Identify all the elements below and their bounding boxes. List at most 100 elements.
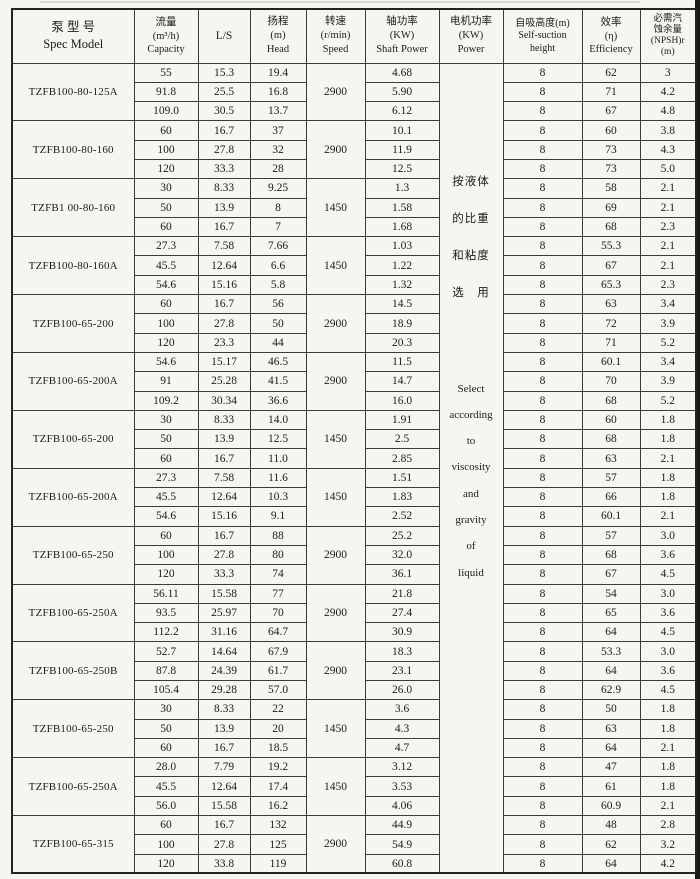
shaft-power-cell: 1.51 [364,467,440,489]
shaft-power-cell: 18.9 [364,313,440,334]
table-row: 100 27.8 50 18.9 8 72 3.9 [12,313,697,334]
head-cell: 44 [249,332,307,353]
efficiency-cell: 57 [581,525,641,546]
table-row: TZFB100-80-160 60 16.7 37 2900 10.1 8 60 3.8 [11,120,697,180]
npsh-cell: 1.8 [639,757,697,778]
suction-height-cell: 8 [502,197,583,218]
efficiency-cell: 62 [581,62,641,83]
table-row: TZFB100-65-250 60 16.7 88 2900 25.2 8 57 3.0 [11,525,697,585]
table-row: TZFB1 00-80-160 30 8.33 9.25 1450 1.3 8 58 2.1 [11,178,697,238]
speed-cell: 1450 [305,409,366,469]
shaft-power-cell: 60.8 [364,853,440,874]
table-row: TZFB100-65-250A 28.0 7.79 19.2 1450 3.12 8 47 1.… [11,757,697,817]
shaft-power-cell: 27.4 [364,602,440,624]
npsh-cell: 2.1 [639,255,697,276]
head-cell: 80 [249,544,307,566]
suction-height-cell: 8 [502,313,583,334]
suction-height-cell: 8 [502,815,583,836]
npsh-cell: 4.2 [639,81,697,103]
header-label: 必需汽 蚀余量 (NPSH)r (m) [650,14,685,58]
model-cell: TZFB100-65-200A [11,467,135,527]
speed-cell: 2900 [305,351,366,411]
head-cell: 77 [249,583,307,604]
capacity-cell: 60 [133,525,199,546]
head-cell: 56 [249,294,307,315]
ls-cell: 27.8 [197,834,251,855]
shaft-power-cell: 14.5 [364,294,440,315]
suction-height-cell: 8 [502,139,583,160]
power-note-english: Select according to viscosity and gravit… [449,382,493,579]
shaft-power-cell: 6.12 [364,101,440,122]
speed-cell: 2900 [305,62,366,122]
table-row: 50 13.9 20 4.3 8 63 1.8 [12,718,697,739]
table-row: TZFB100-65-250 30 8.33 22 1450 3.6 8 50 1.8 [11,699,697,759]
efficiency-cell: 64 [581,737,641,759]
efficiency-cell: 50 [581,699,641,720]
npsh-cell: 4.8 [639,101,697,122]
efficiency-cell: 67 [581,564,641,585]
efficiency-cell: 66 [581,487,641,508]
capacity-cell: 87.8 [133,660,199,682]
efficiency-cell: 62 [581,834,641,855]
speed-cell: 1450 [305,236,366,296]
head-cell: 17.4 [249,776,307,797]
table-row: 60 16.7 18.5 4.7 8 64 2.1 [12,737,697,759]
efficiency-cell: 73 [581,158,641,180]
table-row: TZFB100-65-315 60 16.7 132 2900 44.9 8 48 2.8 [11,815,697,874]
efficiency-cell: 71 [581,332,641,353]
header-label: 泵 型 号 Spec Model [43,20,104,52]
ls-cell: 7.58 [197,467,251,489]
capacity-cell: 56.0 [133,795,199,817]
ls-cell: 31.16 [197,622,251,643]
capacity-cell: 55 [133,62,199,83]
header-speed: 转速 (r/min) Speed [305,8,366,64]
suction-height-cell: 8 [502,255,583,276]
suction-height-cell: 8 [502,448,583,469]
efficiency-cell: 71 [581,81,641,103]
efficiency-cell: 63 [581,448,641,469]
shaft-power-cell: 12.5 [364,158,440,180]
head-cell: 74 [249,564,307,585]
npsh-cell: 3.9 [639,371,697,392]
ls-cell: 14.64 [197,641,251,662]
shaft-power-cell: 1.68 [364,216,440,238]
header-label: 效率 (η) Efficiency [589,17,633,55]
capacity-cell: 100 [133,834,199,855]
ls-cell: 8.33 [197,409,251,431]
capacity-cell: 109.0 [133,101,199,122]
npsh-cell: 3.0 [639,641,697,662]
ls-cell: 16.7 [197,815,251,836]
npsh-cell: 2.1 [639,178,697,199]
head-cell: 36.6 [249,390,307,411]
suction-height-cell: 8 [502,120,583,141]
suction-height-cell: 8 [502,699,583,720]
ls-cell: 25.28 [197,371,251,392]
table-row: 109.0 30.5 13.7 6.12 8 67 4.8 [12,101,697,122]
shaft-power-cell: 2.52 [364,506,440,527]
shaft-power-cell: 25.2 [364,525,440,546]
head-cell: 7 [249,216,307,238]
suction-height-cell: 8 [502,274,583,296]
suction-height-cell: 8 [502,216,583,238]
npsh-cell: 1.8 [639,776,697,797]
header-head: 扬程 (m) Head [249,8,307,64]
head-cell: 50 [249,313,307,334]
table-row: 93.5 25.97 70 27.4 8 65 3.6 [12,602,697,624]
shaft-power-cell: 3.6 [364,699,440,720]
efficiency-cell: 68 [581,544,641,566]
ls-cell: 7.79 [197,757,251,778]
efficiency-cell: 55.3 [581,236,641,257]
efficiency-cell: 57 [581,467,641,489]
shaft-power-cell: 3.12 [364,757,440,778]
capacity-cell: 28.0 [133,757,199,778]
suction-height-cell: 8 [502,62,583,83]
suction-height-cell: 8 [502,409,583,431]
efficiency-cell: 68 [581,216,641,238]
npsh-cell: 3.6 [639,602,697,624]
table-row: TZFB100-65-250B 52.7 14.64 67.9 2900 18.3 8 53.… [11,641,697,701]
ls-cell: 25.5 [197,81,251,103]
efficiency-cell: 69 [581,197,641,218]
npsh-cell: 3.6 [639,544,697,566]
shaft-power-cell: 4.68 [364,62,440,83]
head-cell: 10.3 [249,487,307,508]
